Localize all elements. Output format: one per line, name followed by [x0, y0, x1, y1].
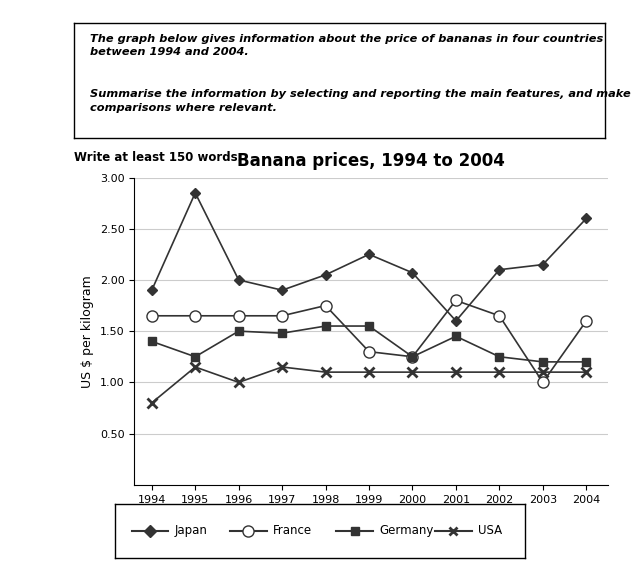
Germany — [539, 358, 547, 365]
Text: Write at least 150 words.: Write at least 150 words. — [74, 151, 242, 164]
Text: USA: USA — [477, 524, 502, 537]
USA — [582, 369, 590, 376]
USA — [322, 369, 330, 376]
Germany — [408, 353, 416, 360]
France — [408, 353, 416, 360]
Japan — [148, 287, 156, 294]
Line: Germany: Germany — [148, 322, 590, 366]
Text: The graph below gives information about the price of bananas in four countries
b: The graph below gives information about … — [90, 34, 603, 57]
France — [582, 318, 590, 324]
USA — [365, 369, 373, 376]
USA — [495, 369, 503, 376]
Line: France: France — [146, 295, 592, 388]
France — [452, 297, 460, 304]
Japan — [408, 269, 416, 276]
France — [322, 302, 330, 309]
Germany — [235, 328, 243, 335]
Germany — [191, 353, 199, 360]
France — [365, 348, 373, 355]
Japan — [322, 271, 330, 278]
Japan — [452, 318, 460, 324]
Germany — [452, 333, 460, 340]
Japan — [495, 266, 503, 273]
USA — [408, 369, 416, 376]
Line: Japan: Japan — [148, 189, 590, 325]
Germany — [148, 338, 156, 345]
Japan — [278, 287, 286, 294]
Germany — [278, 330, 286, 337]
Japan — [191, 189, 199, 196]
USA — [235, 379, 243, 386]
Japan — [365, 251, 373, 258]
France — [539, 379, 547, 386]
USA — [539, 369, 547, 376]
Japan — [539, 261, 547, 268]
France — [148, 312, 156, 319]
France — [191, 312, 199, 319]
Germany — [495, 353, 503, 360]
France — [278, 312, 286, 319]
France — [495, 312, 503, 319]
Text: Germany: Germany — [380, 524, 434, 537]
Germany — [365, 323, 373, 329]
Title: Banana prices, 1994 to 2004: Banana prices, 1994 to 2004 — [237, 152, 505, 171]
USA — [452, 369, 460, 376]
Japan — [582, 215, 590, 222]
Text: Japan: Japan — [175, 524, 207, 537]
USA — [191, 364, 199, 370]
France — [235, 312, 243, 319]
Text: Summarise the information by selecting and reporting the main features, and make: Summarise the information by selecting a… — [90, 89, 630, 113]
Text: France: France — [273, 524, 312, 537]
USA — [148, 399, 156, 406]
Line: USA: USA — [147, 362, 591, 408]
USA — [278, 364, 286, 370]
Germany — [582, 358, 590, 365]
Japan — [235, 277, 243, 283]
Germany — [322, 323, 330, 329]
Y-axis label: US $ per kilogram: US $ per kilogram — [81, 275, 94, 387]
